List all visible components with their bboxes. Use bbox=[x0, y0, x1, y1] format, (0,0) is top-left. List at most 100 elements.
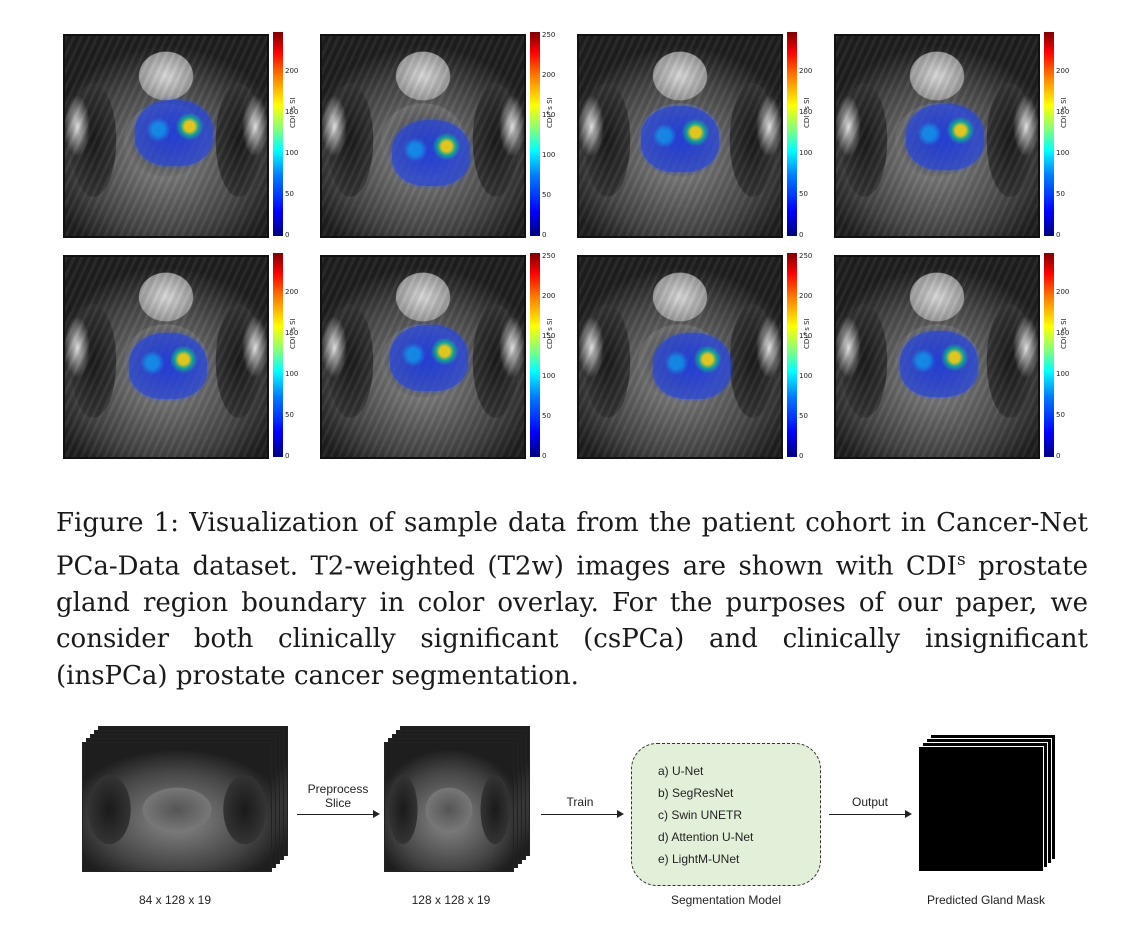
colorbar-tick-label: 250 bbox=[542, 31, 556, 39]
colorbar bbox=[787, 253, 797, 457]
colorbar-tick-label: 0 bbox=[542, 452, 547, 460]
colorbar bbox=[787, 32, 797, 236]
model-list-item: e) LightM-UNet bbox=[658, 852, 740, 866]
output-arrow bbox=[829, 814, 905, 815]
colorbar-tick-label: 50 bbox=[1056, 190, 1065, 198]
colorbar-tick-label: 150 bbox=[542, 332, 556, 340]
colorbar-tick-label: 100 bbox=[285, 149, 299, 157]
figure-caption: Figure 1: Visualization of sample data f… bbox=[56, 505, 1088, 694]
colorbar bbox=[1044, 32, 1054, 236]
mask-slice bbox=[918, 746, 1044, 872]
model-list-item: a) U-Net bbox=[658, 764, 704, 778]
preprocess-label-line2: Slice bbox=[324, 796, 351, 810]
colorbar-tick-label: 100 bbox=[285, 370, 299, 378]
figure-panel: 200 150 100 50 0 CDI^s SI bbox=[63, 32, 303, 242]
colorbar-tick-label: 200 bbox=[1056, 67, 1070, 75]
train-arrow-head bbox=[617, 810, 624, 818]
colorbar-label: CDI^s SI bbox=[546, 318, 554, 349]
processed-dims-label: 128 x 128 x 19 bbox=[411, 893, 491, 907]
model-list-item: b) SegResNet bbox=[658, 786, 734, 800]
mri-slice bbox=[384, 742, 514, 872]
colorbar-tick-label: 0 bbox=[799, 231, 804, 239]
preprocess-label-line1: Preprocess bbox=[307, 782, 369, 796]
colorbar bbox=[1044, 253, 1054, 457]
output-label: Output bbox=[851, 795, 889, 809]
colorbar-tick-label: 100 bbox=[542, 372, 556, 380]
cdi-overlay bbox=[390, 325, 468, 391]
colorbar-tick-label: 150 bbox=[542, 111, 556, 119]
caption-prefix: Figure 1: Visualization of sample data f… bbox=[56, 508, 1088, 582]
colorbar bbox=[273, 253, 283, 457]
colorbar-tick-label: 0 bbox=[285, 452, 290, 460]
t2w-scan-image bbox=[320, 255, 526, 459]
figure-panel: 250 200 150 100 50 0 CDI^s SI bbox=[320, 32, 560, 242]
colorbar-tick-label: 150 bbox=[799, 108, 813, 116]
input-dims-label: 84 x 128 x 19 bbox=[138, 893, 212, 907]
colorbar-tick-label: 150 bbox=[285, 329, 299, 337]
preprocess-label: Preprocess Slice bbox=[296, 782, 380, 810]
colorbar-tick-label: 150 bbox=[1056, 108, 1070, 116]
processed-volume-stack bbox=[384, 726, 534, 887]
colorbar-tick-label: 200 bbox=[542, 71, 556, 79]
t2w-scan-image bbox=[834, 34, 1040, 238]
mri-slice bbox=[82, 742, 272, 872]
model-list-item: d) Attention U-Net bbox=[658, 830, 754, 844]
colorbar bbox=[530, 32, 540, 236]
model-list: a) U-Net b) SegResNet c) Swin UNETR d) Atte… bbox=[658, 760, 753, 870]
colorbar-tick-label: 50 bbox=[799, 412, 808, 420]
colorbar-tick-label: 200 bbox=[285, 288, 299, 296]
preprocess-arrow bbox=[297, 814, 373, 815]
train-arrow bbox=[541, 814, 617, 815]
colorbar-tick-label: 50 bbox=[1056, 411, 1065, 419]
colorbar-tick-label: 100 bbox=[1056, 370, 1070, 378]
cdi-overlay bbox=[906, 104, 984, 170]
colorbar-tick-label: 250 bbox=[542, 252, 556, 260]
colorbar-label: CDI^s SI bbox=[289, 318, 297, 349]
colorbar-tick-label: 50 bbox=[285, 190, 294, 198]
colorbar bbox=[530, 253, 540, 457]
colorbar-tick-label: 200 bbox=[1056, 288, 1070, 296]
colorbar-label: CDI^s SI bbox=[546, 97, 554, 128]
caption-suffix: prostate gland region boundary in color … bbox=[56, 551, 1089, 691]
colorbar bbox=[273, 32, 283, 236]
colorbar-tick-label: 0 bbox=[799, 452, 804, 460]
figure-panel: 250 200 150 100 50 0 CDI^s SI bbox=[320, 253, 560, 463]
colorbar-label: CDI^s SI bbox=[1060, 97, 1068, 128]
colorbar-tick-label: 200 bbox=[799, 292, 813, 300]
mask-label: Predicted Gland Mask bbox=[926, 893, 1046, 907]
colorbar-tick-label: 100 bbox=[799, 372, 813, 380]
colorbar-tick-label: 100 bbox=[542, 151, 556, 159]
figure-panel: 250 200 150 100 50 0 CDI^s SI bbox=[577, 253, 817, 463]
cdi-overlay bbox=[129, 333, 207, 399]
colorbar-label: CDI^s SI bbox=[803, 318, 811, 349]
colorbar-tick-label: 200 bbox=[285, 67, 299, 75]
figure-panel: 200 150 100 50 0 CDI^s SI bbox=[834, 253, 1074, 463]
colorbar-tick-label: 200 bbox=[799, 67, 813, 75]
segmentation-model-box: a) U-Net b) SegResNet c) Swin UNETR d) Atte… bbox=[631, 743, 821, 886]
model-list-item: c) Swin UNETR bbox=[658, 808, 743, 822]
t2w-scan-image bbox=[834, 255, 1040, 459]
colorbar-tick-label: 50 bbox=[542, 191, 551, 199]
caption-superscript: s bbox=[956, 549, 966, 570]
t2w-scan-image bbox=[320, 34, 526, 238]
colorbar-label: CDI^s SI bbox=[289, 97, 297, 128]
colorbar-label: CDI^s SI bbox=[1060, 318, 1068, 349]
colorbar-tick-label: 0 bbox=[1056, 452, 1061, 460]
colorbar-tick-label: 250 bbox=[799, 252, 813, 260]
output-arrow-head bbox=[905, 810, 912, 818]
t2w-scan-image bbox=[577, 255, 783, 459]
cdi-overlay bbox=[392, 120, 470, 186]
preprocess-arrow-head bbox=[373, 810, 380, 818]
input-volume-stack bbox=[82, 726, 292, 887]
colorbar-tick-label: 0 bbox=[542, 231, 547, 239]
colorbar-tick-label: 150 bbox=[285, 108, 299, 116]
cdi-overlay bbox=[900, 331, 978, 397]
t2w-scan-image bbox=[577, 34, 783, 238]
figure-panel: 200 150 100 50 0 CDI^s SI bbox=[63, 253, 303, 463]
cdi-overlay bbox=[641, 106, 719, 172]
colorbar-tick-label: 0 bbox=[1056, 231, 1061, 239]
t2w-scan-image bbox=[63, 34, 269, 238]
cdi-overlay bbox=[653, 333, 731, 399]
cdi-overlay bbox=[135, 100, 213, 166]
colorbar-tick-label: 150 bbox=[799, 332, 813, 340]
